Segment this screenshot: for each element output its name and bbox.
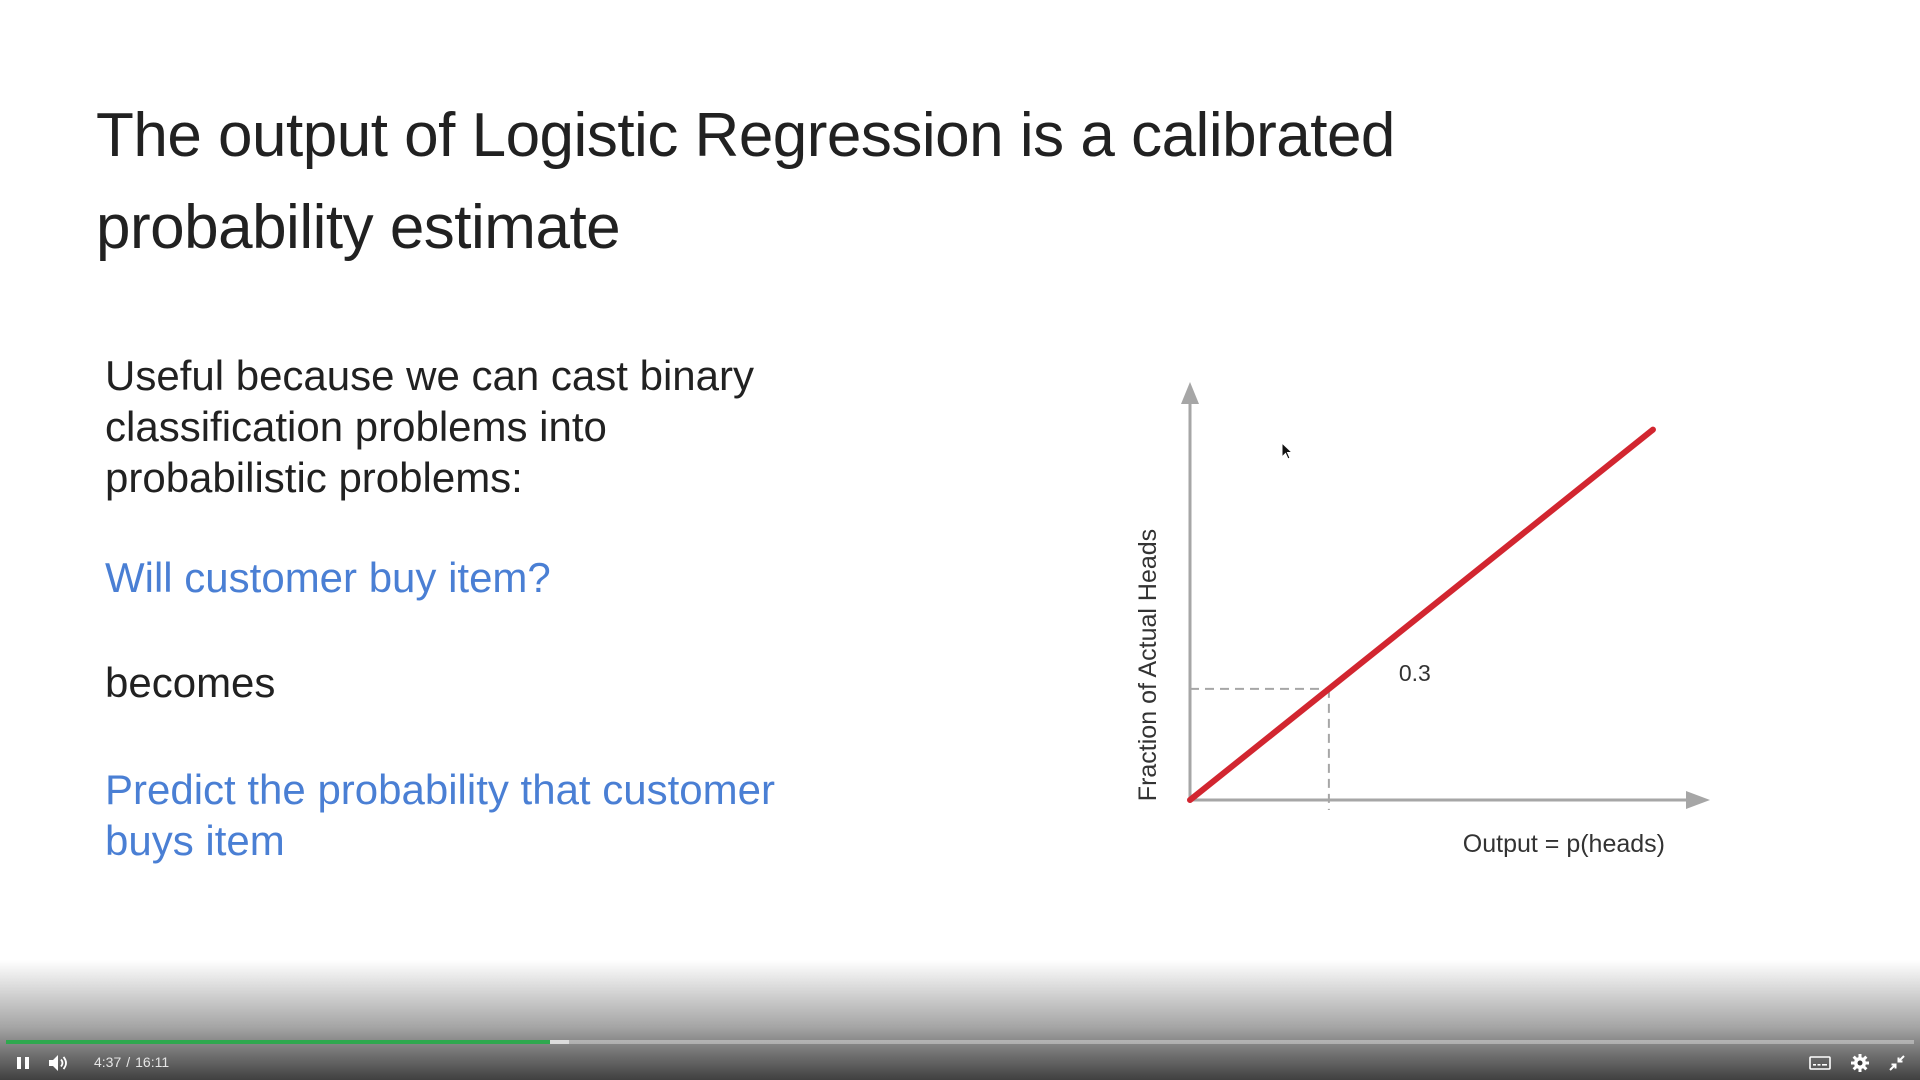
progress-bar[interactable] (6, 1040, 1914, 1044)
settings-button[interactable] (1847, 1050, 1873, 1076)
intro-text: Useful because we can cast binary classi… (105, 350, 865, 503)
time-separator: / (126, 1054, 131, 1070)
slide-title: The output of Logistic Regression is a c… (96, 90, 1696, 274)
intro-line: classification problems into (105, 403, 607, 450)
x-axis-label: Output = p(heads) (1463, 830, 1665, 858)
controls-gradient (0, 960, 1920, 1080)
calibration-line (1187, 426, 1656, 803)
calibration-chart: 0.3 Fraction of Actual Heads Output = p(… (1134, 382, 1710, 858)
intro-line: Useful because we can cast binary (105, 352, 755, 399)
becomes-text: becomes (105, 659, 276, 706)
slide-title-line: The output of Logistic Regression is a c… (96, 101, 1395, 170)
player-controls: 4:37/16:11 (0, 1044, 1920, 1080)
prediction-line: Predict the probability that customer (105, 766, 775, 813)
fullscreen-button[interactable] (1884, 1050, 1910, 1076)
prediction-text: Predict the probability that customer bu… (105, 764, 865, 866)
duration: 16:11 (135, 1054, 170, 1070)
played-bar (6, 1040, 550, 1044)
captions-icon (1809, 1056, 1831, 1070)
annotation-label: 0.3 (1399, 660, 1431, 686)
gear-icon (1851, 1054, 1869, 1072)
slide-title-line: probability estimate (96, 193, 621, 262)
pause-icon (17, 1057, 29, 1069)
volume-icon (49, 1055, 67, 1071)
question-text: Will customer buy item? (105, 554, 551, 601)
prediction-line: buys item (105, 817, 285, 864)
current-time: 4:37 (94, 1054, 122, 1070)
play-pause-button[interactable] (10, 1050, 36, 1076)
volume-button[interactable] (46, 1050, 72, 1076)
time-display: 4:37/16:11 (94, 1054, 174, 1070)
y-axis-label: Fraction of Actual Heads (1134, 529, 1162, 801)
mouse-cursor-icon (1281, 442, 1293, 460)
x-axis-arrow (1686, 791, 1710, 809)
captions-button[interactable] (1807, 1050, 1833, 1076)
exit-fullscreen-icon (1889, 1055, 1905, 1071)
y-axis-arrow (1181, 382, 1199, 404)
intro-line: probabilistic problems: (105, 454, 523, 501)
